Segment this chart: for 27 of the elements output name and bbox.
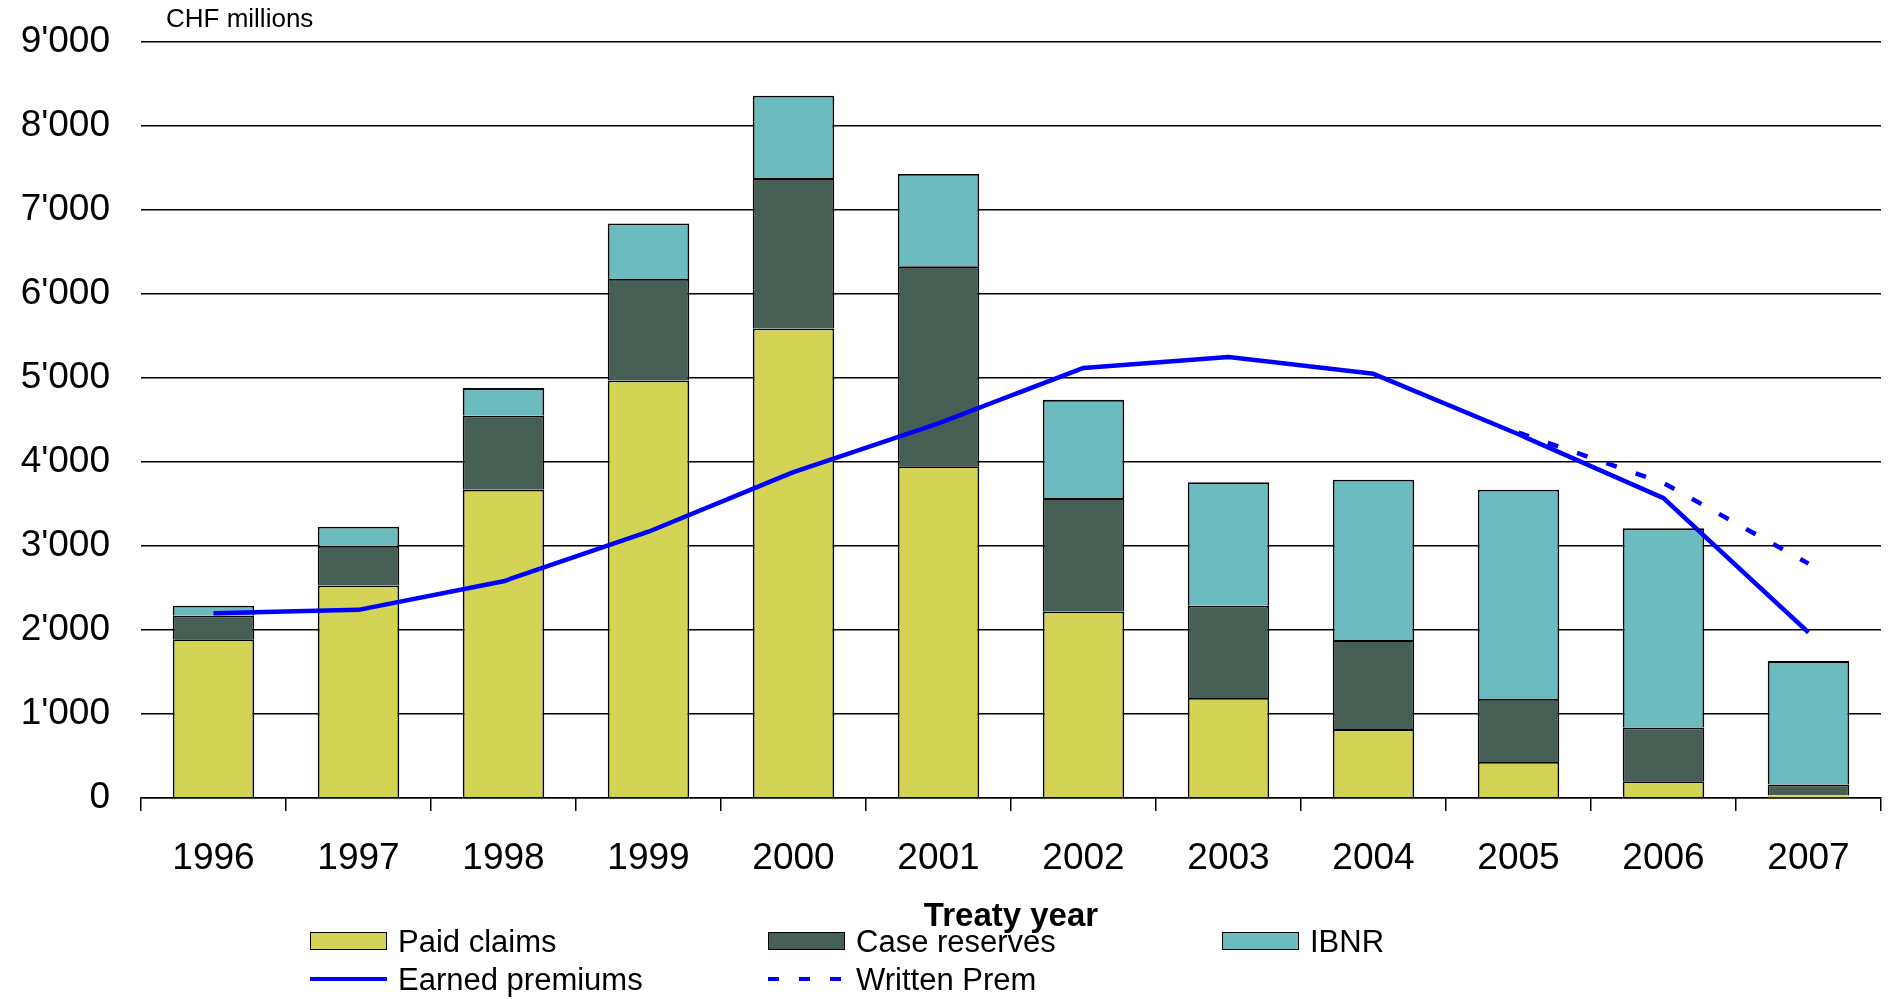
y-tick-label: 9'000 (20, 19, 110, 61)
y-tick-label: 3'000 (20, 523, 110, 565)
legend-label: Written Prem (856, 961, 1037, 997)
y-tick-label: 5'000 (20, 355, 110, 397)
x-tick-label: 2004 (1332, 836, 1415, 878)
x-tick-label: 1998 (462, 836, 545, 878)
legend-label: Paid claims (398, 923, 557, 959)
x-tick-label: 1996 (172, 836, 255, 878)
x-tick-label: 2002 (1042, 836, 1125, 878)
y-tick-label: 1'000 (20, 691, 110, 733)
y-tick-label: 0 (89, 775, 110, 817)
y-tick-label: 2'000 (20, 607, 110, 649)
x-tick-label: 2000 (752, 836, 835, 878)
x-tick-label: 2005 (1477, 836, 1560, 878)
x-tick-label: 2007 (1767, 836, 1850, 878)
y-tick-label: 7'000 (20, 187, 110, 229)
x-tick-label: 2001 (897, 836, 980, 878)
y-tick-label: 6'000 (20, 271, 110, 313)
legend-label: IBNR (1310, 923, 1385, 959)
x-tick-label: 2003 (1187, 836, 1270, 878)
y-tick-label: 8'000 (20, 103, 110, 145)
x-tick-label: 1999 (607, 836, 690, 878)
x-tick-label: 2006 (1622, 836, 1705, 878)
x-tick-label: 1997 (317, 836, 400, 878)
y-tick-label: 4'000 (20, 439, 110, 481)
y-axis-title: CHF millions (166, 3, 314, 33)
legend-label: Earned premiums (398, 961, 643, 997)
